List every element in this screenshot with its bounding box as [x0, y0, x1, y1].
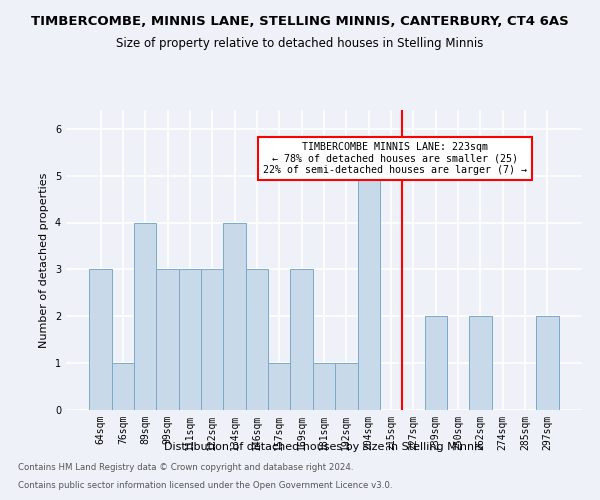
- Bar: [112, 363, 134, 410]
- Text: TIMBERCOMBE MINNIS LANE: 223sqm
← 78% of detached houses are smaller (25)
22% of: TIMBERCOMBE MINNIS LANE: 223sqm ← 78% of…: [263, 142, 527, 175]
- Bar: [335, 363, 358, 410]
- Bar: [246, 270, 268, 410]
- Text: TIMBERCOMBE, MINNIS LANE, STELLING MINNIS, CANTERBURY, CT4 6AS: TIMBERCOMBE, MINNIS LANE, STELLING MINNI…: [31, 15, 569, 28]
- Bar: [469, 316, 491, 410]
- Y-axis label: Number of detached properties: Number of detached properties: [40, 172, 49, 348]
- Bar: [157, 270, 179, 410]
- Bar: [536, 316, 559, 410]
- Text: Contains public sector information licensed under the Open Government Licence v3: Contains public sector information licen…: [18, 481, 392, 490]
- Bar: [268, 363, 290, 410]
- Bar: [425, 316, 447, 410]
- Text: Contains HM Land Registry data © Crown copyright and database right 2024.: Contains HM Land Registry data © Crown c…: [18, 464, 353, 472]
- Bar: [134, 222, 157, 410]
- Bar: [290, 270, 313, 410]
- Text: Size of property relative to detached houses in Stelling Minnis: Size of property relative to detached ho…: [116, 38, 484, 51]
- Bar: [201, 270, 223, 410]
- Text: Distribution of detached houses by size in Stelling Minnis: Distribution of detached houses by size …: [164, 442, 484, 452]
- Bar: [313, 363, 335, 410]
- Bar: [179, 270, 201, 410]
- Bar: [89, 270, 112, 410]
- Bar: [358, 176, 380, 410]
- Bar: [223, 222, 246, 410]
